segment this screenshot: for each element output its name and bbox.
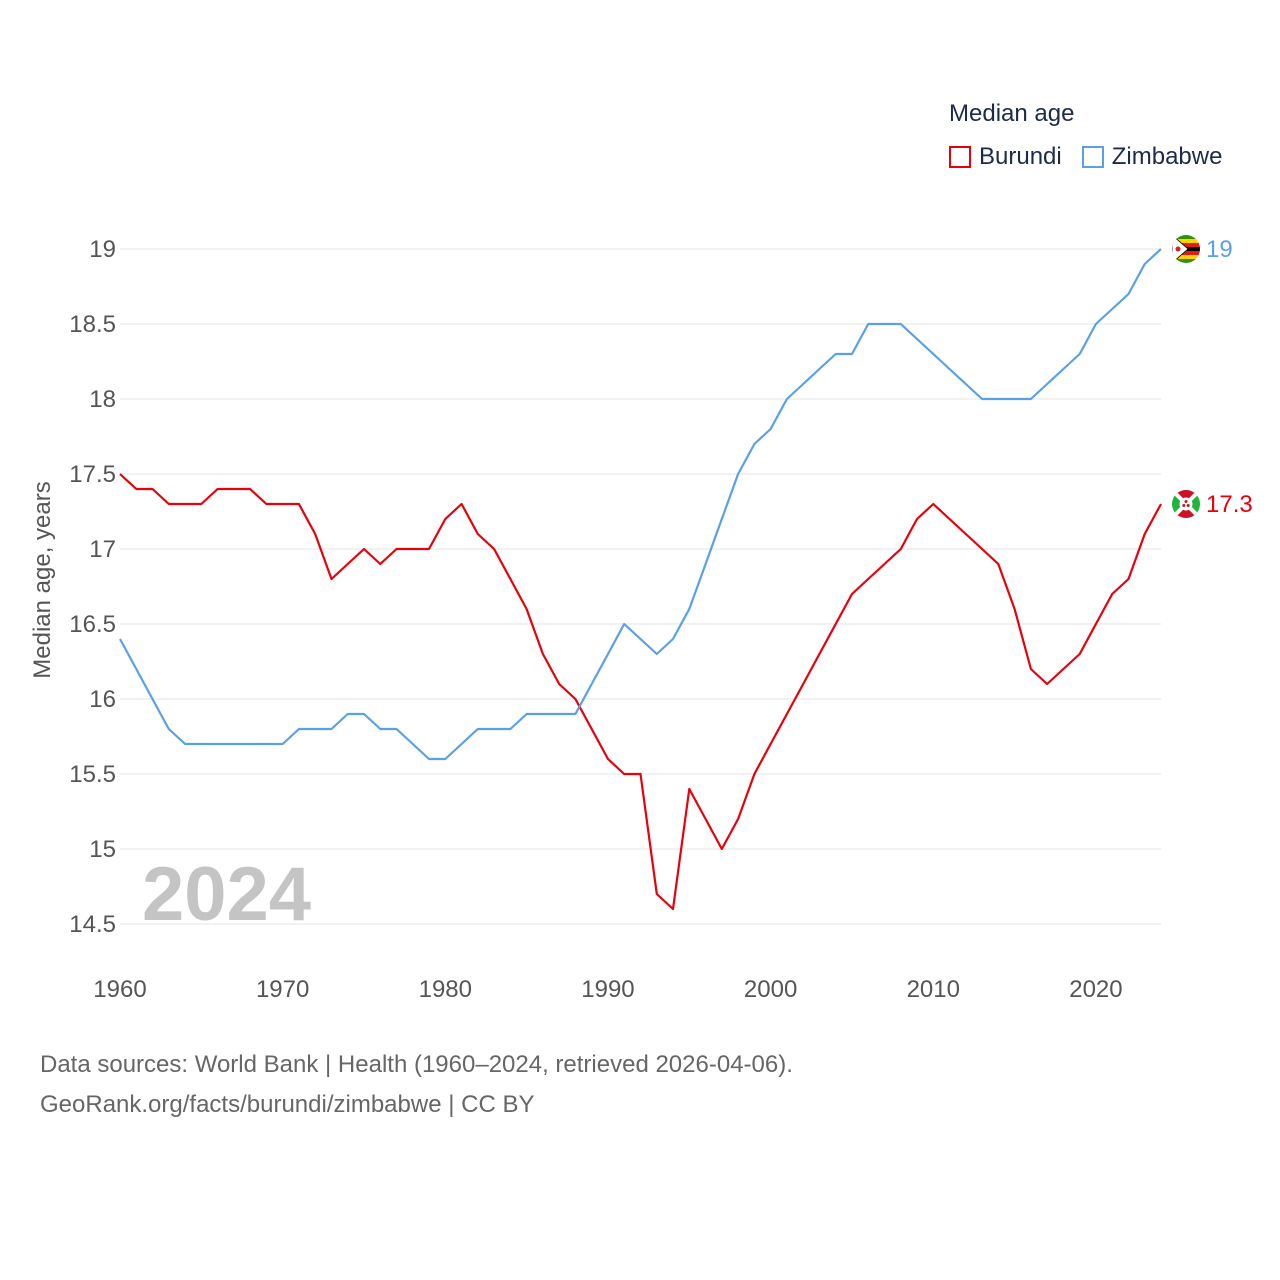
year-watermark: 2024: [142, 852, 311, 937]
series-end-markers: 17.3 19: [1172, 235, 1253, 518]
legend-title: Median age: [949, 100, 1075, 127]
legend-swatch-zimbabwe: [1081, 146, 1104, 168]
x-tick-label: 1960: [93, 976, 146, 1003]
y-tick-label: 15.5: [69, 761, 116, 788]
series-line-burundi: [119, 473, 1162, 911]
y-tick-label: 18.5: [69, 311, 116, 338]
zimbabwe-flag-icon: [1172, 235, 1200, 263]
legend-item-burundi[interactable]: Burundi: [949, 143, 1062, 171]
source-link[interactable]: GeoRank.org/facts/burundi/zimbabwe | CC …: [40, 1091, 535, 1118]
y-tick-label: 16: [89, 686, 116, 713]
data-sources-text: Data sources: World Bank | Health (1960–…: [40, 1051, 793, 1078]
legend-item-zimbabwe[interactable]: Zimbabwe: [1081, 143, 1223, 171]
y-axis-label: Median age, years: [29, 481, 56, 678]
y-tick-label: 15: [89, 836, 116, 863]
series-lines: [119, 248, 1162, 911]
legend-label-burundi: Burundi: [979, 143, 1062, 170]
x-tick-label: 1990: [581, 976, 634, 1003]
grid-lines: [120, 248, 1161, 925]
y-tick-label: 19: [89, 236, 116, 263]
x-axis-ticks: 1960 1970 1980 1990 2000 2010 2020: [93, 976, 1122, 1003]
y-axis-ticks: 14.5 15 15.5 16 16.5 17 17.5 18 18.5 19: [69, 236, 116, 938]
legend: Burundi Zimbabwe: [949, 143, 1242, 171]
x-tick-label: 2000: [744, 976, 797, 1003]
end-label-burundi: 17.3: [1206, 491, 1253, 518]
footer: Data sources: World Bank | Health (1960–…: [40, 1045, 793, 1125]
legend-swatch-burundi: [949, 146, 971, 168]
x-tick-label: 2010: [907, 976, 960, 1003]
y-tick-label: 17.5: [69, 461, 116, 488]
x-tick-label: 2020: [1069, 976, 1122, 1003]
x-tick-label: 1980: [419, 976, 472, 1003]
series-line-zimbabwe: [119, 248, 1162, 761]
y-tick-label: 17: [89, 536, 116, 563]
y-tick-label: 14.5: [69, 911, 116, 938]
x-tick-label: 1970: [256, 976, 309, 1003]
y-tick-label: 18: [89, 386, 116, 413]
legend-label-zimbabwe: Zimbabwe: [1111, 143, 1223, 170]
y-tick-label: 16.5: [69, 611, 116, 638]
end-label-zimbabwe: 19: [1206, 236, 1233, 263]
burundi-flag-icon: [1172, 490, 1200, 518]
